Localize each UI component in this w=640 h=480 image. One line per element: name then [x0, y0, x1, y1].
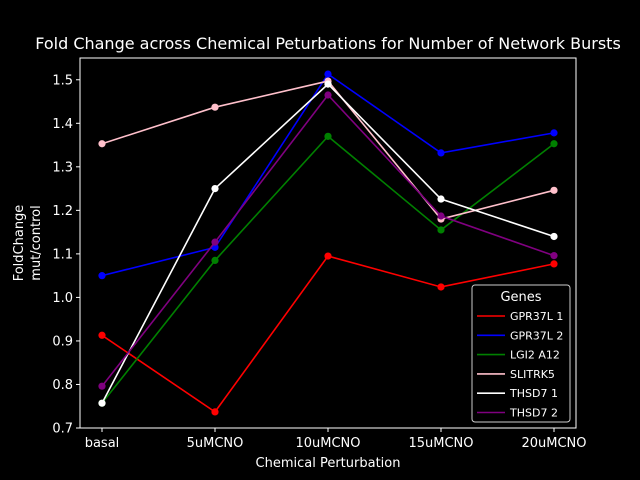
x-tick-label: 20uMCNO	[521, 436, 586, 451]
y-tick-label: 0.7	[52, 422, 73, 437]
legend-box	[471, 284, 571, 423]
data-point	[324, 80, 332, 88]
y-tick-label: 1.5	[52, 73, 73, 88]
legend-entry-label: LGI2 A12	[510, 349, 560, 362]
y-axis: 0.7 0.8 0.9 1.0 1.1 1.2 1.3 1.4 1.5	[52, 73, 80, 437]
data-point	[211, 184, 219, 193]
series-gpr37l-2	[98, 70, 558, 280]
chart-title: Fold Change across Chemical Peturbations…	[35, 34, 621, 53]
y-tick-label: 1.2	[52, 204, 73, 219]
data-point	[211, 256, 219, 265]
data-point	[211, 238, 219, 246]
data-point	[550, 129, 558, 137]
y-tick-label: 1.1	[52, 247, 73, 262]
data-point	[550, 140, 558, 148]
data-point	[98, 140, 106, 148]
data-point	[550, 232, 558, 241]
y-tick-label: 1.0	[52, 291, 73, 306]
data-point	[324, 70, 332, 78]
legend-entry-label: THSD7 1	[509, 387, 558, 400]
series-slitrk5	[98, 77, 558, 223]
series-line	[101, 72, 555, 277]
data-point	[324, 252, 332, 260]
data-point	[98, 399, 106, 407]
legend-entry-label: SLITRK5	[510, 368, 555, 381]
legend-entry-label: GPR37L 1	[510, 310, 563, 323]
y-axis-label-line-2: mut/control	[29, 205, 44, 280]
data-point	[211, 103, 219, 111]
series-layer	[98, 70, 558, 416]
data-point	[550, 252, 558, 260]
y-tick-label: 1.4	[52, 117, 73, 132]
data-point	[211, 408, 219, 416]
data-point	[324, 91, 332, 99]
x-axis: basal 5uMCNO 10uMCNO 15uMCNO 20uMCNO	[85, 428, 587, 451]
data-point	[437, 149, 445, 157]
data-point	[98, 331, 106, 339]
data-point	[550, 186, 558, 194]
legend-entry-label: THSD7 2	[509, 407, 558, 420]
data-point	[550, 260, 558, 268]
y-axis-label-line-1: FoldChange	[12, 205, 27, 282]
series-thsd7-2	[98, 91, 558, 390]
data-point	[437, 195, 445, 203]
legend: Genes GPR37L 1 GPR37L 2 LGI2 A12 SLITRK5 THS…	[471, 284, 571, 423]
legend-title: Genes	[500, 290, 541, 305]
legend-entry-label: GPR37L 2	[510, 329, 563, 342]
x-tick-label: 5uMCNO	[187, 436, 244, 451]
x-tick-label: 10uMCNO	[295, 436, 360, 451]
x-tick-label: 15uMCNO	[408, 436, 473, 451]
x-axis-label: Chemical Perturbation	[256, 456, 401, 471]
data-point	[437, 283, 445, 291]
x-tick-label: basal	[85, 436, 120, 451]
series-thsd7-1	[98, 80, 558, 407]
data-point	[98, 382, 106, 390]
series-gpr37l-1	[98, 252, 558, 416]
y-tick-label: 0.8	[52, 378, 73, 393]
data-point	[437, 226, 445, 234]
data-point	[437, 212, 445, 220]
data-point	[324, 132, 332, 140]
series-line	[101, 80, 555, 220]
data-point	[98, 272, 106, 280]
y-tick-label: 1.3	[52, 160, 73, 175]
y-tick-label: 0.9	[52, 334, 73, 349]
